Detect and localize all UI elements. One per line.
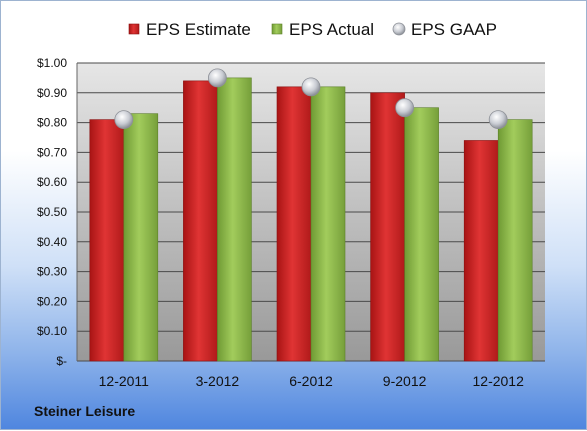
legend-label: EPS GAAP xyxy=(411,20,497,39)
marker-eps-gaap xyxy=(207,68,227,88)
bar-eps-estimate xyxy=(370,92,405,362)
legend-swatch xyxy=(271,23,283,35)
marker-eps-gaap xyxy=(488,110,508,130)
bar-eps-actual xyxy=(404,107,439,362)
y-tick-label: $0.90 xyxy=(37,86,67,100)
y-tick-label: $0.60 xyxy=(37,175,67,189)
legend-swatch xyxy=(128,23,140,35)
x-tick-label: 6-2012 xyxy=(289,373,333,389)
y-tick-label: $0.80 xyxy=(37,116,67,130)
marker-eps-gaap xyxy=(301,77,321,97)
bar-eps-actual xyxy=(497,119,533,362)
y-tick-label: $- xyxy=(56,354,67,368)
y-tick-label: $0.50 xyxy=(37,205,67,219)
legend-label: EPS Estimate xyxy=(146,20,251,39)
y-tick-label: $1.00 xyxy=(37,56,67,70)
bar-eps-estimate xyxy=(183,80,218,362)
y-tick-label: $0.30 xyxy=(37,265,67,279)
legend-label: EPS Actual xyxy=(289,20,374,39)
y-tick-label: $0.70 xyxy=(37,145,67,159)
x-tick-label: 3-2012 xyxy=(196,373,240,389)
bar-eps-actual xyxy=(217,77,252,362)
marker-eps-gaap xyxy=(114,110,134,130)
bar-eps-estimate xyxy=(276,86,312,362)
bar-eps-actual xyxy=(123,113,159,362)
y-tick-label: $0.20 xyxy=(37,294,67,308)
y-tick-label: $0.10 xyxy=(37,324,67,338)
bar-eps-actual xyxy=(310,86,346,362)
bar-eps-estimate xyxy=(89,119,125,362)
marker-eps-gaap xyxy=(395,98,415,118)
bar-eps-estimate xyxy=(463,140,499,362)
y-tick-label: $0.40 xyxy=(37,235,67,249)
x-tick-label: 9-2012 xyxy=(383,373,427,389)
legend-swatch xyxy=(392,22,406,36)
x-tick-label: 12-2011 xyxy=(99,373,150,389)
company-name: Steiner Leisure xyxy=(34,403,136,419)
x-tick-label: 12-2012 xyxy=(473,373,525,389)
